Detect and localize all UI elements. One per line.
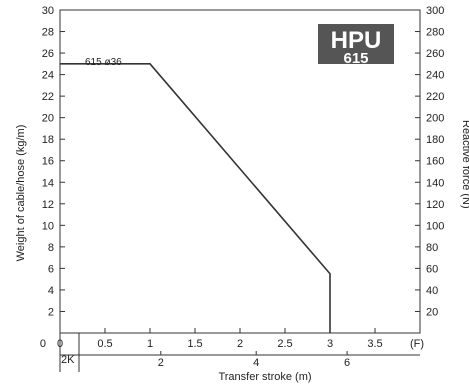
y2-axis-title: Reactive force (N): [460, 120, 469, 209]
x-tick-label: 3.5: [367, 338, 382, 350]
x-tick-label: 1: [147, 338, 153, 350]
y-tick-label: 6: [48, 263, 54, 275]
y2-tick-label: 120: [426, 199, 444, 211]
series-line: [60, 63, 331, 333]
y2-tick-label: 160: [426, 156, 444, 168]
y2-tick-label: 240: [426, 70, 444, 82]
hpu-badge-model: 615: [343, 50, 368, 67]
x-tick-label: 0.5: [97, 338, 112, 350]
y2-tick-label: 140: [426, 177, 444, 189]
y2-tick-label: 260: [426, 48, 444, 60]
series-label: 615 ø36: [85, 57, 122, 68]
x-unit-label: (F): [410, 338, 424, 350]
x-axis-title: Transfer stroke (m): [218, 371, 311, 383]
y-tick-label: 12: [42, 199, 54, 211]
y2-tick-label: 220: [426, 91, 444, 103]
y2-tick-label: 180: [426, 134, 444, 146]
ticks: 2468101214161820222426283002040608010012…: [40, 5, 444, 369]
y2-tick-label: 40: [426, 285, 438, 297]
sub-tick-label: 2: [158, 357, 164, 369]
x-tick-label: 3: [327, 338, 333, 350]
y-tick-label: 4: [48, 285, 54, 297]
hpu-badge-bg: [318, 24, 394, 64]
sub-tick-label: 6: [344, 357, 350, 369]
sub-tick-label: 4: [253, 357, 259, 369]
y2-tick-label: 280: [426, 27, 444, 39]
y-tick-label: 0: [40, 338, 46, 350]
y-tick-label: 22: [42, 91, 54, 103]
y-tick-label: 24: [42, 70, 54, 82]
x-tick-label: 1.5: [187, 338, 202, 350]
y2-tick-label: 20: [426, 306, 438, 318]
y-tick-label: 10: [42, 220, 54, 232]
x-tick-label: 2: [237, 338, 243, 350]
series-group: [60, 63, 331, 333]
y2-tick-label: 100: [426, 220, 444, 232]
hpu-badge-title: HPU: [331, 27, 382, 54]
y-tick-label: 16: [42, 156, 54, 168]
y-tick-label: 30: [42, 5, 54, 17]
x-tick-label: 0: [57, 338, 63, 350]
hpu-badge: HPU 615: [318, 24, 394, 67]
x-tick-label: 2.5: [277, 338, 292, 350]
y-tick-label: 20: [42, 113, 54, 125]
y-tick-label: 26: [42, 48, 54, 60]
y-tick-label: 8: [48, 242, 54, 254]
y2-tick-label: 80: [426, 242, 438, 254]
y2-tick-label: 60: [426, 263, 438, 275]
y-tick-label: 28: [42, 27, 54, 39]
y-axis-title: Weight of cable/hose (kg/m): [15, 125, 27, 262]
y2-tick-label: 300: [426, 5, 444, 17]
y2-tick-label: 200: [426, 113, 444, 125]
sub-axis-label: 2K: [61, 354, 75, 366]
y-tick-label: 14: [42, 177, 54, 189]
y-tick-label: 18: [42, 134, 54, 146]
y-tick-label: 2: [48, 306, 54, 318]
